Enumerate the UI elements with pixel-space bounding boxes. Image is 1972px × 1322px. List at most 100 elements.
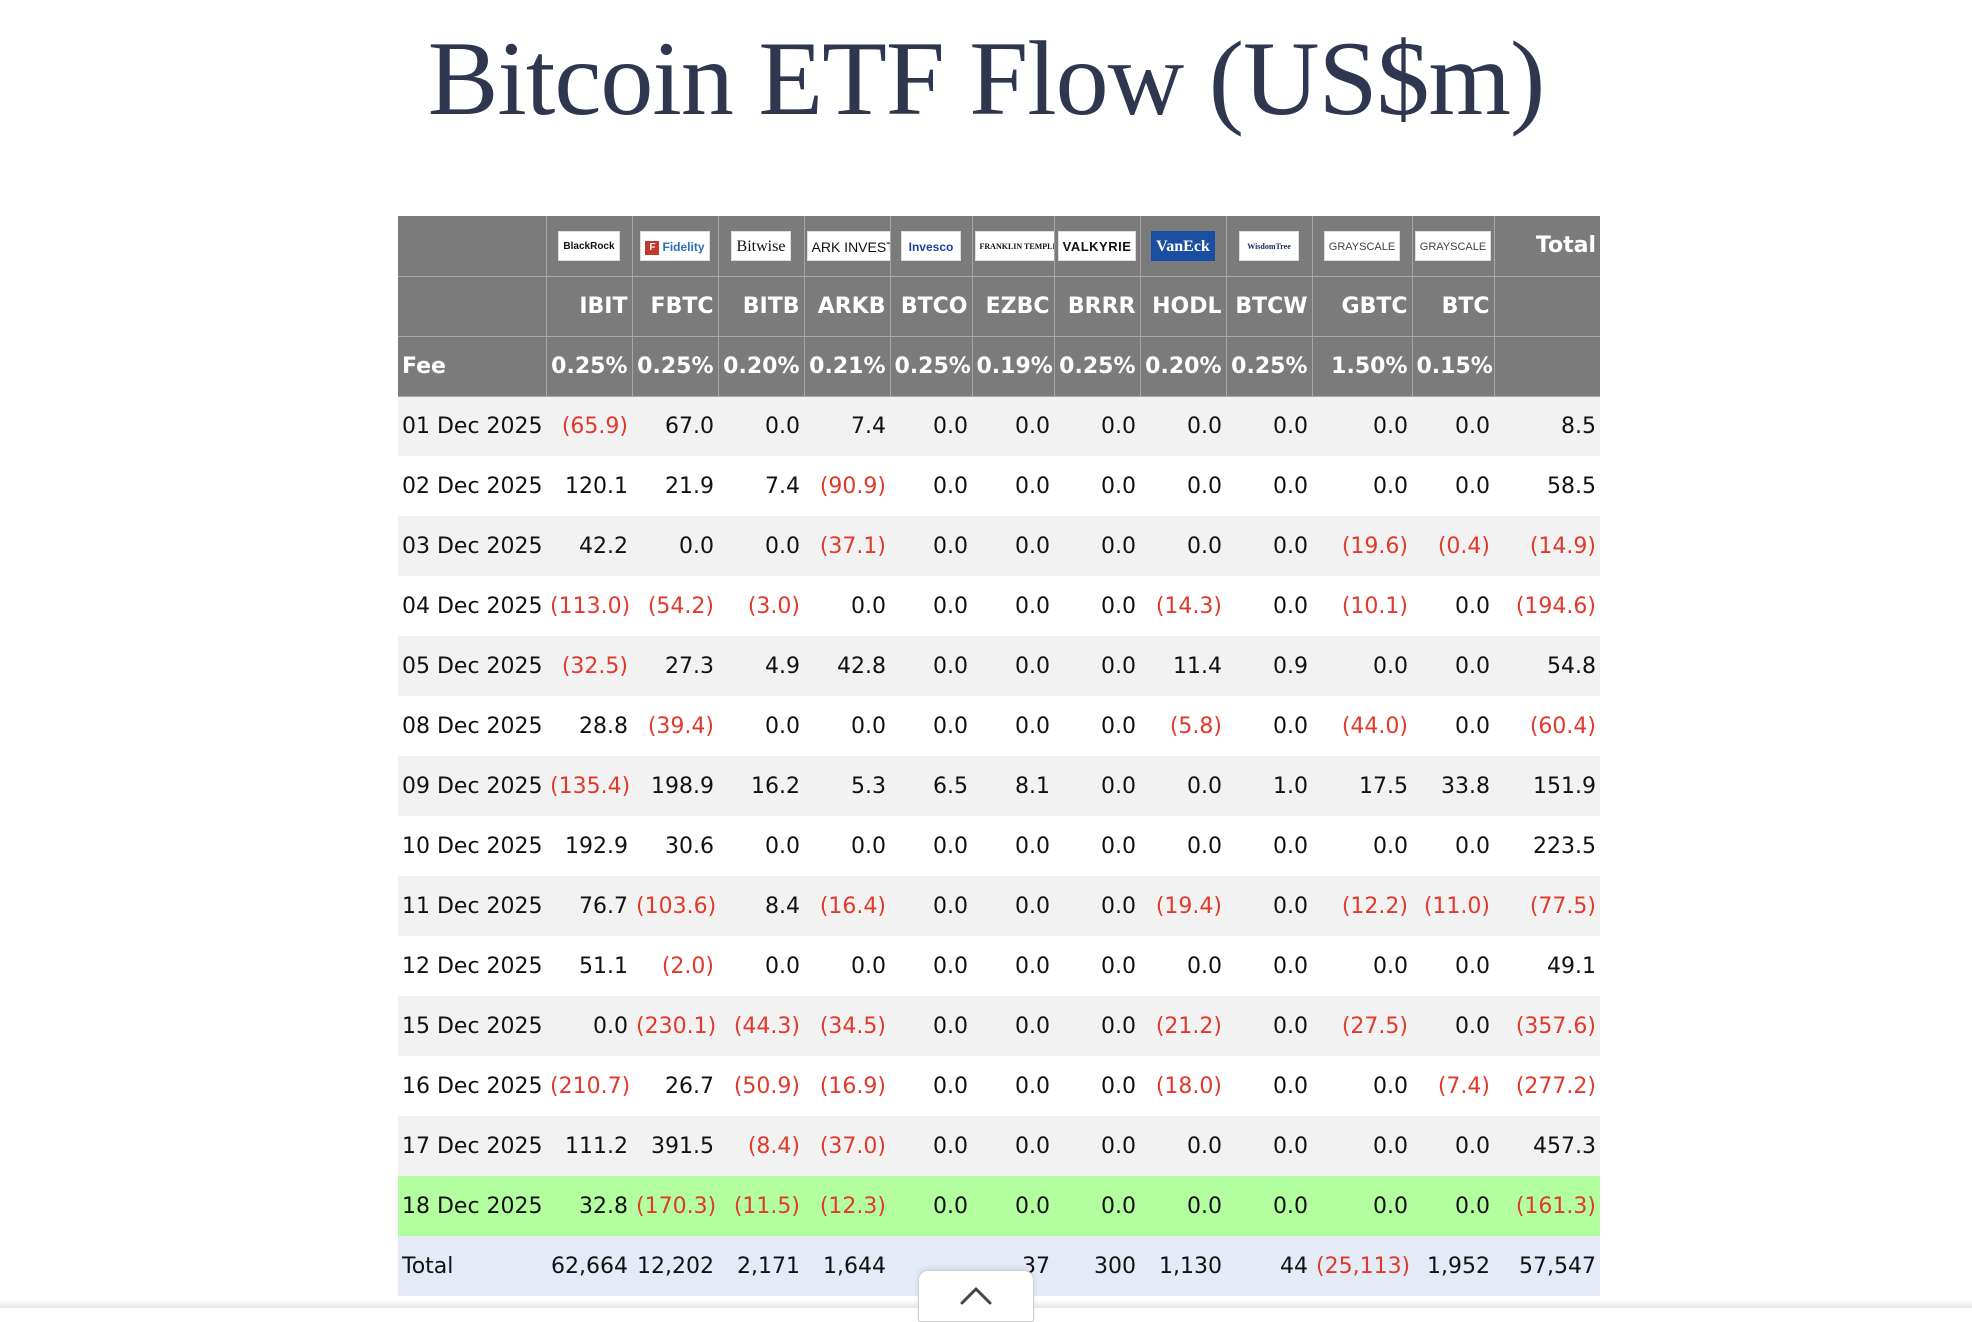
flow-value-hodl: (14.3) bbox=[1140, 576, 1226, 636]
flow-value-gbtc: 0.0 bbox=[1312, 816, 1412, 876]
flow-value-gbtc: (12.2) bbox=[1312, 876, 1412, 936]
flow-value-btco: 0.0 bbox=[890, 636, 972, 696]
flow-value-arkb: 5.3 bbox=[804, 756, 890, 816]
total-value-brrr: 300 bbox=[1054, 1236, 1140, 1296]
fee-btcw: 0.25% bbox=[1225, 336, 1312, 397]
flow-value-gbtc: (44.0) bbox=[1312, 696, 1412, 756]
row-date: 12 Dec 2025 bbox=[398, 936, 546, 996]
wisdomtree-logo: WisdomTree bbox=[1239, 230, 1299, 261]
ticker-row: IBIT FBTC BITB ARKB BTCO EZBC BRRR HODL BTCW GBTC… bbox=[398, 276, 1600, 337]
fee-btco: 0.25% bbox=[889, 336, 972, 397]
flow-value-hodl: 0.0 bbox=[1140, 1116, 1226, 1176]
row-date: 04 Dec 2025 bbox=[398, 576, 546, 636]
row-date: 02 Dec 2025 bbox=[398, 456, 546, 516]
row-date: 10 Dec 2025 bbox=[398, 816, 546, 876]
flow-value-btcw: 1.0 bbox=[1226, 756, 1312, 816]
flow-value-brrr: 0.0 bbox=[1054, 1176, 1140, 1236]
flow-value-arkb: 42.8 bbox=[804, 636, 890, 696]
row-date: 05 Dec 2025 bbox=[398, 636, 546, 696]
ticker-ezbc: EZBC bbox=[971, 276, 1054, 337]
row-total: 54.8 bbox=[1494, 636, 1600, 696]
flow-value-arkb: (37.0) bbox=[804, 1116, 890, 1176]
row-total: (161.3) bbox=[1494, 1176, 1600, 1236]
flow-value-btcw: 0.0 bbox=[1226, 936, 1312, 996]
row-total: (194.6) bbox=[1494, 576, 1600, 636]
row-total: (60.4) bbox=[1494, 696, 1600, 756]
flow-value-ibit: 192.9 bbox=[546, 816, 632, 876]
row-total: 457.3 bbox=[1494, 1116, 1600, 1176]
vaneck-logo: VanEck bbox=[1151, 230, 1215, 261]
table-row: 01 Dec 2025 (65.9) 67.0 0.0 7.4 0.0 0.0 0.0 0.0 0… bbox=[398, 396, 1600, 456]
valkyrie-logo: VALKYRIE bbox=[1057, 230, 1137, 261]
flow-value-btco: 0.0 bbox=[890, 696, 972, 756]
flow-value-fbtc: (2.0) bbox=[632, 936, 718, 996]
flow-value-btc: (7.4) bbox=[1412, 1056, 1494, 1116]
flow-value-gbtc: 0.0 bbox=[1312, 936, 1412, 996]
flow-value-brrr: 0.0 bbox=[1054, 1116, 1140, 1176]
flow-value-hodl: 0.0 bbox=[1140, 756, 1226, 816]
flow-value-btc: 0.0 bbox=[1412, 396, 1494, 456]
total-row-label: Total bbox=[398, 1236, 546, 1296]
fee-row: Fee 0.25% 0.25% 0.20% 0.21% 0.25% 0.19% 0.25% 0… bbox=[398, 336, 1600, 397]
flow-value-bitb: 0.0 bbox=[718, 696, 804, 756]
flow-value-gbtc: 17.5 bbox=[1312, 756, 1412, 816]
flow-value-arkb: 7.4 bbox=[804, 396, 890, 456]
flow-value-ezbc: 0.0 bbox=[972, 1056, 1054, 1116]
flow-value-brrr: 0.0 bbox=[1054, 396, 1140, 456]
flow-value-btcw: 0.0 bbox=[1226, 456, 1312, 516]
flow-value-bitb: 0.0 bbox=[718, 936, 804, 996]
flow-value-hodl: (19.4) bbox=[1140, 876, 1226, 936]
flow-value-ibit: (65.9) bbox=[546, 396, 632, 456]
flow-value-gbtc: 0.0 bbox=[1312, 1116, 1412, 1176]
flow-value-btco: 0.0 bbox=[890, 396, 972, 456]
flow-value-fbtc: 391.5 bbox=[632, 1116, 718, 1176]
row-date: 09 Dec 2025 bbox=[398, 756, 546, 816]
invesco-logo: Invesco bbox=[901, 230, 961, 261]
scroll-to-top-button[interactable] bbox=[918, 1270, 1034, 1322]
table-row: 16 Dec 2025 (210.7) 26.7 (50.9) (16.9) 0.0 0.0… bbox=[398, 1056, 1600, 1116]
flow-value-gbtc: 0.0 bbox=[1312, 1176, 1412, 1236]
etf-flow-table: BlackRock F Fidelity Bitwise ARK INVEST I… bbox=[398, 216, 1600, 1296]
flow-value-arkb: 0.0 bbox=[804, 936, 890, 996]
flow-value-bitb: (11.5) bbox=[718, 1176, 804, 1236]
flow-value-btc: (0.4) bbox=[1412, 516, 1494, 576]
flow-value-hodl: (18.0) bbox=[1140, 1056, 1226, 1116]
flow-value-ezbc: 0.0 bbox=[972, 696, 1054, 756]
flow-value-ezbc: 0.0 bbox=[972, 396, 1054, 456]
fee-ibit: 0.25% bbox=[545, 336, 632, 397]
flow-value-hodl: 0.0 bbox=[1140, 816, 1226, 876]
flow-value-fbtc: 0.0 bbox=[632, 516, 718, 576]
fidelity-logo: F Fidelity bbox=[640, 230, 710, 261]
flow-value-arkb: (34.5) bbox=[804, 996, 890, 1056]
fee-gbtc: 1.50% bbox=[1311, 336, 1412, 397]
ticker-brrr: BRRR bbox=[1053, 276, 1140, 337]
blackrock-logo: BlackRock bbox=[558, 230, 620, 261]
table-row: 08 Dec 2025 28.8 (39.4) 0.0 0.0 0.0 0.0 0.0 (5.8… bbox=[398, 696, 1600, 756]
flow-value-btcw: 0.0 bbox=[1226, 1176, 1312, 1236]
ticker-btc: BTC bbox=[1411, 276, 1494, 337]
fee-fbtc: 0.25% bbox=[631, 336, 718, 397]
flow-value-fbtc: (54.2) bbox=[632, 576, 718, 636]
flow-value-fbtc: (39.4) bbox=[632, 696, 718, 756]
total-value-btc: 1,952 bbox=[1412, 1236, 1494, 1296]
franklin-templeton-logo: FRANKLIN TEMPLETON bbox=[974, 230, 1054, 261]
page-title: Bitcoin ETF Flow (US$m) bbox=[427, 20, 1546, 137]
flow-value-fbtc: 30.6 bbox=[632, 816, 718, 876]
flow-value-bitb: (3.0) bbox=[718, 576, 804, 636]
table-row: 12 Dec 2025 51.1 (2.0) 0.0 0.0 0.0 0.0 0.0 0.0 0.… bbox=[398, 936, 1600, 996]
flow-value-btcw: 0.0 bbox=[1226, 396, 1312, 456]
fee-btc: 0.15% bbox=[1411, 336, 1494, 397]
flow-value-btc: 0.0 bbox=[1412, 696, 1494, 756]
table-row: 18 Dec 2025 32.8 (170.3) (11.5) (12.3) 0.0 0.0… bbox=[398, 1176, 1600, 1236]
flow-value-bitb: 16.2 bbox=[718, 756, 804, 816]
flow-value-hodl: (5.8) bbox=[1140, 696, 1226, 756]
flow-value-brrr: 0.0 bbox=[1054, 756, 1140, 816]
flow-value-btcw: 0.0 bbox=[1226, 1116, 1312, 1176]
flow-value-gbtc: (27.5) bbox=[1312, 996, 1412, 1056]
flow-value-gbtc: (19.6) bbox=[1312, 516, 1412, 576]
row-total: 58.5 bbox=[1494, 456, 1600, 516]
flow-value-hodl: 0.0 bbox=[1140, 1176, 1226, 1236]
flow-value-fbtc: 67.0 bbox=[632, 396, 718, 456]
flow-value-brrr: 0.0 bbox=[1054, 936, 1140, 996]
chevron-up-icon bbox=[960, 1287, 992, 1305]
